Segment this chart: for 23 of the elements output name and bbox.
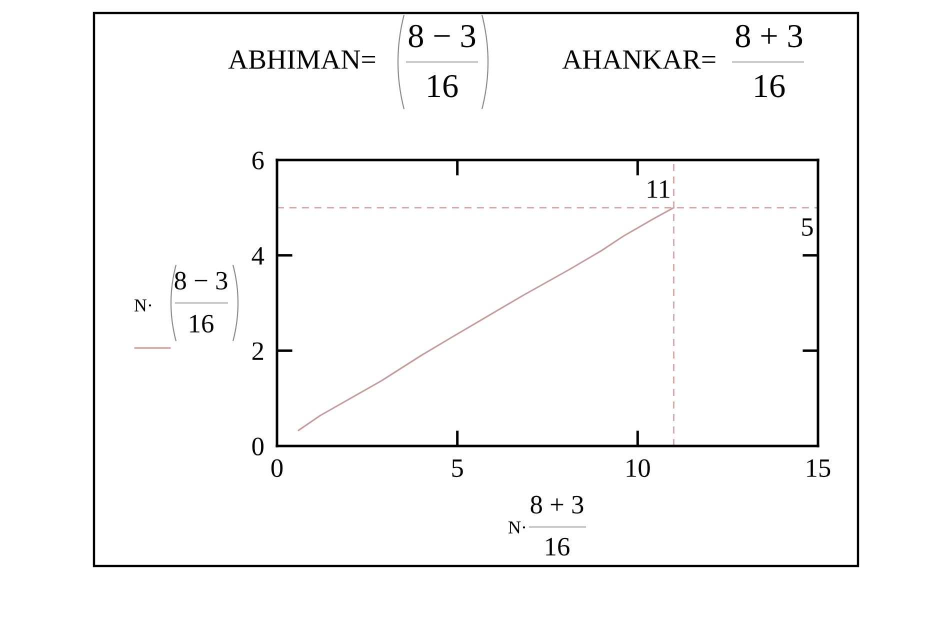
text: 8 + 3 (530, 496, 584, 514)
y-tick-label: 2 (252, 342, 264, 360)
line-series (298, 206, 674, 432)
ref-line-label: 11 (648, 180, 670, 198)
text: 16 (428, 74, 458, 98)
x-axis-title: N· (508, 522, 526, 534)
text: 8 − 3 (174, 272, 228, 290)
y-tick-label: 4 (252, 247, 264, 264)
text: N· (134, 300, 152, 312)
text: 16 (546, 538, 570, 556)
y-tick-label: 0 (252, 438, 264, 456)
ref-line-label: 5 (802, 218, 813, 236)
text: 16 (190, 314, 214, 333)
text: 8 + 3 (736, 24, 802, 48)
x-tick-label: 0 (271, 459, 283, 478)
text: AHANKAR= (562, 50, 716, 69)
text: 16 (755, 74, 785, 98)
x-tick-label: 5 (452, 460, 463, 478)
text: 8 − 3 (408, 24, 476, 48)
text: ABHIMAN= (228, 50, 376, 69)
x-tick-label: 10 (626, 459, 650, 478)
y-tick-label: 6 (252, 152, 264, 170)
x-tick-label: 15 (807, 459, 830, 478)
